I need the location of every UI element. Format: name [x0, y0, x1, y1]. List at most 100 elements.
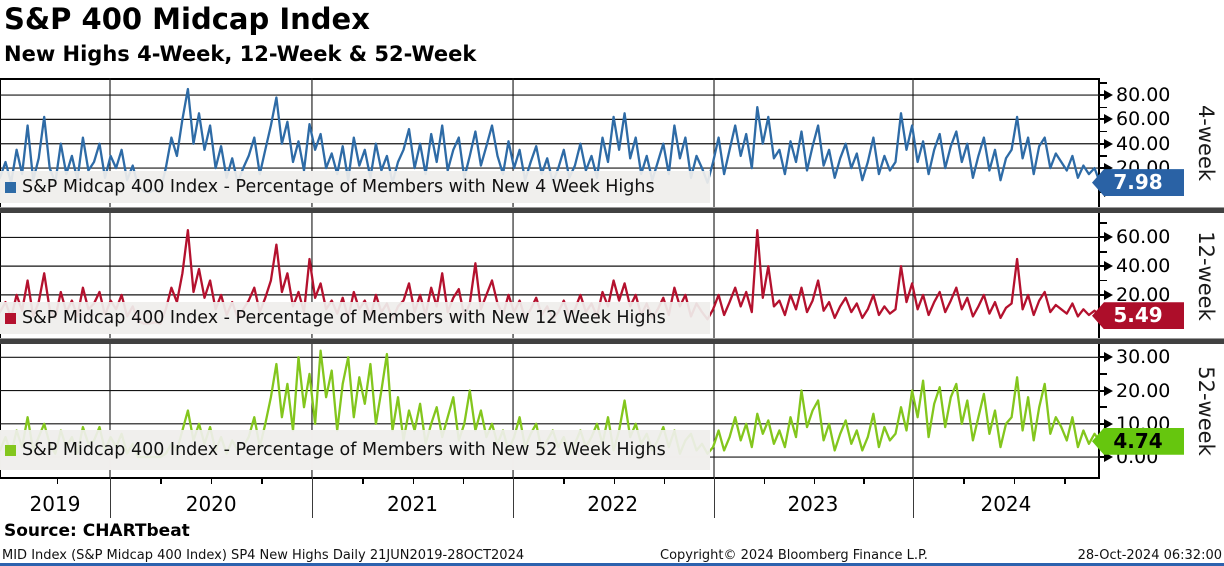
x-tick-minor [210, 477, 213, 484]
y-tick-minor [1100, 308, 1107, 311]
legend-52-week: S&P Midcap 400 Index - Percentage of Mem… [0, 430, 710, 470]
x-tick-minor [1064, 477, 1066, 484]
x-tick-minor [462, 477, 465, 484]
y-tick-arrow [1104, 163, 1113, 174]
y-tick-arrow [1104, 318, 1113, 329]
axis-group-label-52-week: 52-week [1194, 365, 1218, 456]
x-tick-minor [57, 477, 59, 484]
y-tick-minor [1100, 439, 1107, 442]
y-tick-line [1100, 456, 1109, 459]
x-tick-minor [763, 477, 766, 484]
y-tick-arrow [1104, 418, 1113, 429]
y-tick-label: 60.00 [1116, 108, 1171, 131]
y-tick-minor [1100, 406, 1107, 408]
y-tick-arrow [1104, 232, 1113, 243]
x-tick-minor [563, 477, 565, 484]
y-tick-line [1100, 293, 1109, 296]
x-year-label: 2020 [185, 492, 237, 516]
panel-separator [0, 207, 1224, 213]
x-year-boundary [913, 477, 914, 518]
y-tick-arrow [1104, 289, 1113, 300]
legend-swatch-52-week [5, 444, 16, 456]
footer-ticker-info: MID Index (S&P Midcap 400 Index) SP4 New… [2, 548, 525, 563]
y-tick-label: 0.00 [1116, 446, 1159, 469]
y-tick-label: 60.00 [1116, 226, 1171, 249]
panel-separator [0, 338, 1224, 344]
x-year-label: 2019 [29, 492, 81, 516]
y-tick-line [1100, 389, 1109, 392]
x-year-label: 2023 [787, 492, 839, 516]
y-tick-minor [1100, 82, 1107, 84]
bottom-accent-bar [0, 563, 1224, 566]
y-tick-line [1100, 322, 1109, 325]
chart-subtitle: New Highs 4-Week, 12-Week & 52-Week [4, 42, 477, 66]
y-tick-minor [1100, 222, 1107, 224]
y-tick-arrow [1104, 452, 1113, 463]
y-tick-minor [1100, 373, 1107, 375]
source-label: Source: CHARTbeat [4, 521, 190, 541]
y-tick-arrow [1104, 187, 1113, 198]
y-tick-minor [1100, 106, 1107, 108]
x-tick-minor [261, 477, 263, 484]
y-tick-line [1100, 236, 1109, 239]
legend-swatch-4-week [5, 181, 16, 193]
y-tick-line [1100, 167, 1109, 170]
x-tick-minor [663, 477, 666, 484]
y-tick-label: 40.00 [1116, 132, 1171, 155]
footer-timestamp: 28-Oct-2024 06:32:00 [1077, 548, 1222, 563]
footer-copyright: Copyright© 2024 Bloomberg Finance L.P. [660, 548, 928, 563]
x-year-boundary [513, 477, 515, 518]
x-tick-minor [613, 477, 615, 484]
y-tick-arrow [1104, 385, 1113, 396]
y-tick-arrow [1104, 352, 1113, 363]
y-tick-label: 10.00 [1116, 412, 1171, 435]
legend-label-52-week: S&P Midcap 400 Index - Percentage of Mem… [22, 440, 666, 460]
y-tick-label: 80.00 [1116, 84, 1171, 107]
y-tick-label: 20.00 [1116, 379, 1171, 402]
y-tick-line [1100, 265, 1109, 268]
x-tick-minor [412, 477, 414, 484]
y-tick-line [1100, 94, 1109, 97]
x-year-boundary [311, 477, 313, 518]
x-year-boundary [110, 477, 111, 518]
y-tick-arrow [1104, 138, 1113, 149]
x-tick-minor [160, 477, 162, 484]
x-tick-minor [362, 477, 364, 484]
y-tick-minor [1100, 155, 1107, 157]
x-tick-minor [963, 477, 965, 484]
last-value-tag-12-week: 5.49 [1092, 302, 1184, 330]
legend-label-4-week: S&P Midcap 400 Index - Percentage of Mem… [22, 177, 655, 197]
y-tick-label: 40.00 [1116, 255, 1171, 278]
x-year-boundary [714, 477, 715, 518]
x-axis-line [0, 477, 1100, 479]
y-tick-label: 30.00 [1116, 346, 1171, 369]
panel-4-week: S&P Midcap 400 Index - Percentage of Mem… [0, 78, 1100, 207]
legend-12-week: S&P Midcap 400 Index - Percentage of Mem… [0, 302, 710, 334]
x-year-label: 2022 [587, 492, 639, 516]
y-tick-arrow [1104, 261, 1113, 272]
x-year-label: 2021 [387, 492, 438, 516]
y-tick-minor [1100, 251, 1107, 253]
panel-52-week: S&P Midcap 400 Index - Percentage of Mem… [0, 344, 1100, 477]
last-value-tag-4-week: 7.98 [1092, 169, 1184, 197]
y-tick-label: 20.00 [1116, 157, 1171, 180]
x-tick-minor [863, 477, 865, 484]
legend-swatch-12-week [5, 312, 16, 324]
y-tick-arrow [1104, 90, 1113, 101]
y-tick-line [1100, 191, 1109, 194]
y-tick-minor [1100, 279, 1107, 282]
axis-group-label-12-week: 12-week [1194, 230, 1218, 321]
y-tick-line [1100, 356, 1109, 359]
last-value-tag-52-week: 4.74 [1092, 427, 1184, 455]
chart-title: S&P 400 Midcap Index [4, 2, 370, 36]
x-tick-minor [813, 477, 815, 484]
x-tick-minor [1013, 477, 1016, 484]
plot-frame [0, 78, 1100, 477]
x-year-label: 2024 [980, 492, 1032, 516]
y-tick-minor [1100, 179, 1107, 182]
axis-group-label-4-week: 4-week [1194, 104, 1218, 181]
panel-12-week: S&P Midcap 400 Index - Percentage of Mem… [0, 213, 1100, 338]
y-tick-minor [1100, 130, 1107, 133]
y-tick-line [1100, 118, 1109, 121]
